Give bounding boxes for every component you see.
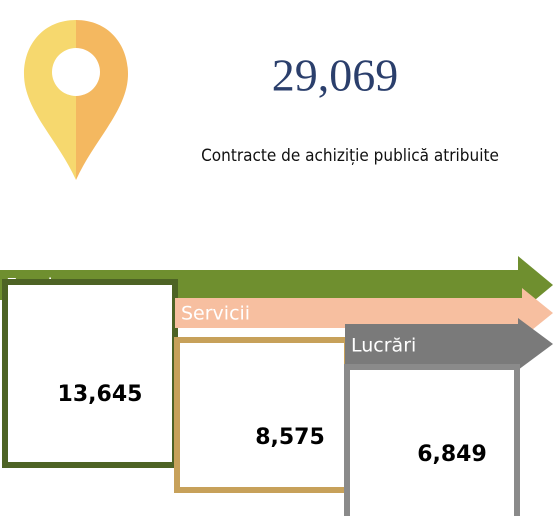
arrowhead [518,318,553,370]
category-value: 8,575 [255,425,325,450]
arrowhead [522,288,553,338]
pin-hole [52,48,100,96]
servicii-group: Servicii 8,575 [174,288,553,493]
pin-right [76,20,128,180]
pin-left [24,20,76,180]
total-label: Contracte de achiziție publică atribuite [201,146,499,166]
category-value: 6,849 [417,442,487,467]
total-value: 29,069 [272,50,399,101]
category-label: Servicii [181,303,250,325]
furnizare-group: Furnizare 13,645 [0,256,553,468]
box [174,337,350,493]
bar [345,324,520,364]
lucrari-group: Lucrări 6,849 [344,318,553,516]
bar [175,298,525,328]
box [2,279,178,468]
box [344,364,520,516]
category-value: 13,645 [58,382,143,407]
category-label: Lucrări [351,335,416,357]
pin-icon [24,20,128,180]
